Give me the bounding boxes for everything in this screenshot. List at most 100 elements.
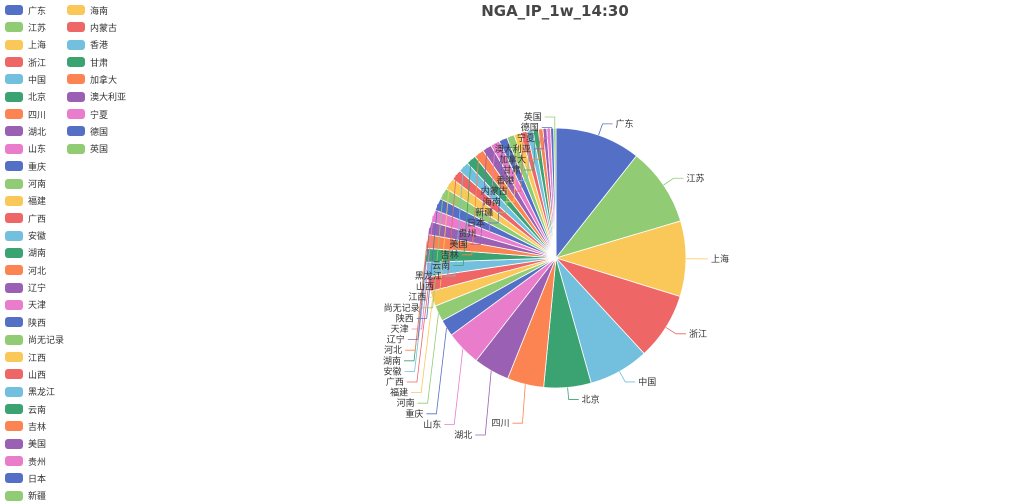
slice-label: 广西: [386, 376, 404, 388]
legend-swatch: [67, 143, 85, 154]
legend-swatch: [5, 39, 23, 50]
legend-item[interactable]: 尚无记录: [5, 333, 64, 347]
legend-swatch: [67, 126, 85, 137]
pie-slice[interactable]: [554, 155, 682, 259]
legend-item[interactable]: 天津: [5, 298, 46, 312]
legend-label: 德国: [90, 127, 109, 138]
legend-item[interactable]: 广西: [5, 211, 46, 225]
legend-item[interactable]: 德国: [67, 124, 108, 138]
label-line: [453, 159, 472, 266]
pie-slice[interactable]: [555, 127, 638, 260]
slice-label: 湖南: [383, 355, 401, 367]
legend-label: 福建: [28, 197, 47, 208]
label-line: [475, 370, 492, 436]
legend-item[interactable]: 陕西: [5, 315, 46, 329]
legend-label: 尚无记录: [28, 336, 65, 347]
legend-swatch: [5, 57, 23, 68]
label-line: [479, 143, 496, 235]
label-line: [407, 228, 430, 341]
label-line: [461, 153, 480, 256]
legend-swatch: [5, 369, 23, 380]
label-line: [598, 123, 613, 136]
legend-item[interactable]: 四川: [5, 107, 46, 121]
slice-label: 安徽: [384, 365, 402, 377]
legend-item[interactable]: 山东: [5, 142, 46, 156]
legend-item[interactable]: 甘肃: [67, 55, 108, 69]
legend-label: 吉林: [28, 422, 47, 433]
legend-item[interactable]: 新疆: [5, 489, 46, 503]
legend-item[interactable]: 黑龙江: [5, 385, 55, 399]
legend-label: 广东: [28, 6, 47, 17]
legend-swatch: [67, 5, 85, 15]
legend-item[interactable]: 英国: [67, 142, 108, 156]
legend-item[interactable]: 香港: [67, 38, 108, 52]
legend-label: 新疆: [28, 492, 47, 503]
legend-item[interactable]: 海南: [67, 3, 108, 17]
label-line: [411, 215, 434, 330]
slice-label: 中国: [638, 376, 656, 388]
legend-item[interactable]: 重庆: [5, 159, 46, 173]
pie-slice[interactable]: [554, 220, 687, 298]
legend-label: 广西: [28, 214, 47, 225]
legend-label: 湖北: [28, 127, 47, 138]
slice-label: 河北: [384, 344, 402, 356]
legend-item[interactable]: 安徽: [5, 229, 46, 243]
label-line: [444, 348, 464, 425]
legend-item[interactable]: 河北: [5, 263, 46, 277]
legend-label: 山东: [28, 145, 47, 156]
legend-item[interactable]: 宁夏: [67, 107, 108, 121]
slice-label: 加拿大: [499, 153, 526, 165]
legend-item[interactable]: 上海: [5, 38, 46, 52]
legend-item[interactable]: 内蒙古: [67, 20, 117, 34]
legend-swatch: [67, 22, 85, 33]
legend-item[interactable]: 北京: [5, 90, 46, 104]
legend-swatch: [67, 74, 85, 85]
legend-swatch: [67, 109, 85, 120]
legend-swatch: [5, 386, 23, 397]
legend-item[interactable]: 湖南: [5, 246, 46, 260]
legend-item[interactable]: 山西: [5, 367, 46, 381]
legend-item[interactable]: 湖北: [5, 124, 46, 138]
legend-item[interactable]: 日本: [5, 471, 46, 485]
label-line: [404, 269, 427, 372]
legend-label: 贵州: [28, 457, 47, 468]
label-line: [503, 133, 518, 203]
label-line: [544, 116, 556, 129]
legend-label: 浙江: [28, 58, 47, 69]
legend-label: 天津: [28, 301, 47, 312]
slice-label: 四川: [491, 419, 509, 429]
slice-label: 山西: [416, 282, 434, 293]
label-line: [416, 204, 439, 319]
legend-item[interactable]: 福建: [5, 194, 46, 208]
legend-item[interactable]: 河南: [5, 177, 46, 191]
legend-item[interactable]: 加拿大: [67, 72, 117, 86]
legend-item[interactable]: 吉林: [5, 419, 46, 433]
legend-item[interactable]: 美国: [5, 437, 46, 451]
slice-label: 德国: [521, 122, 539, 134]
slice-label: 陕西: [396, 312, 414, 324]
legend-item[interactable]: 中国: [5, 72, 46, 86]
slice-label: 甘肃: [503, 164, 521, 176]
legend-item[interactable]: 浙江: [5, 55, 46, 69]
slice-label: 海南: [483, 196, 501, 208]
legend-swatch: [5, 317, 23, 328]
slice-label: 宁夏: [517, 132, 535, 144]
legend-swatch: [5, 91, 23, 102]
legend-item[interactable]: 广东: [5, 3, 46, 17]
legend-item[interactable]: 江苏: [5, 20, 46, 34]
pie-slice[interactable]: [553, 127, 557, 259]
legend-item[interactable]: 云南: [5, 402, 46, 416]
legend-label: 美国: [28, 440, 47, 451]
label-line: [422, 193, 444, 309]
legend-label: 江西: [28, 353, 47, 364]
legend-item[interactable]: 辽宁: [5, 281, 46, 295]
legend-swatch: [5, 456, 23, 467]
legend-item[interactable]: 澳大利亚: [67, 90, 126, 104]
legend-swatch: [5, 334, 23, 345]
legend-label: 河北: [28, 266, 47, 277]
legend-item[interactable]: 贵州: [5, 454, 46, 468]
legend-item[interactable]: 江西: [5, 350, 46, 364]
slice-label: 美国: [450, 238, 468, 250]
slice-label: 上海: [711, 253, 729, 265]
legend-swatch: [5, 143, 23, 154]
